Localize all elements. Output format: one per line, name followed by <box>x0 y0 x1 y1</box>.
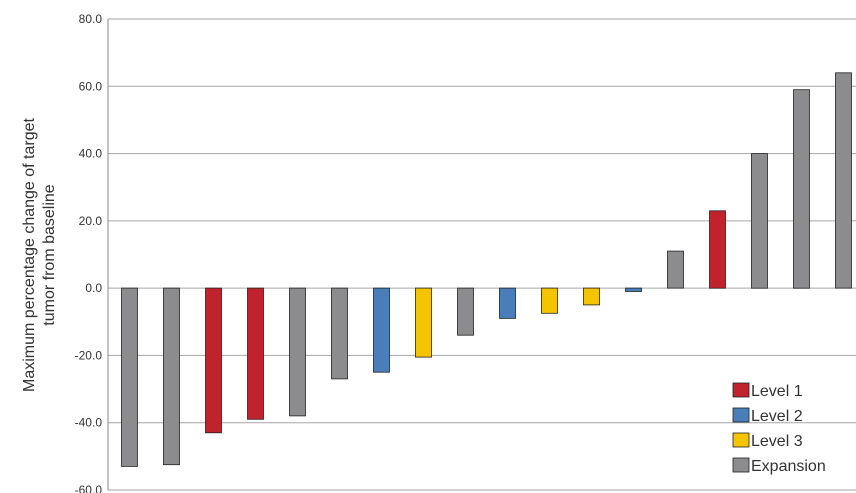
y-tick-label: -20.0 <box>75 348 103 362</box>
y-tick-label: 80.0 <box>79 12 103 26</box>
y-axis-title-line-2: tumor from baseline <box>41 184 58 325</box>
legend-label-level-3: Level 3 <box>751 433 803 450</box>
bar-expansion <box>331 287 348 380</box>
bar-level-2 <box>625 287 642 292</box>
legend-swatch-level-1 <box>732 382 750 398</box>
y-axis-title-line-1: Maximum percentage change of target <box>21 117 38 391</box>
grid-lines <box>108 18 856 491</box>
legend-item-expansion: Expansion <box>732 457 826 475</box>
bar-level-1 <box>709 210 726 289</box>
legend-label-level-1: Level 1 <box>751 383 803 400</box>
y-tick-label: -60.0 <box>75 483 103 493</box>
legend: Level 1 Level 2 Level 3 Expansion <box>732 382 826 475</box>
y-tick-label: -40.0 <box>75 416 103 430</box>
bar-expansion <box>835 72 852 289</box>
y-tick-label: 60.0 <box>79 79 103 93</box>
bar-expansion <box>793 89 810 289</box>
bar-level-1 <box>205 287 222 434</box>
bar-level-2 <box>373 287 390 373</box>
legend-item-level-1: Level 1 <box>732 382 803 400</box>
y-tick-label: 0.0 <box>85 281 102 295</box>
y-tick-label: 40.0 <box>79 147 103 161</box>
legend-item-level-2: Level 2 <box>732 407 803 425</box>
bar-expansion <box>121 287 138 467</box>
bar-level-1 <box>247 287 264 420</box>
bar-level-3 <box>583 287 600 306</box>
legend-swatch-level-2 <box>732 407 750 423</box>
bar-expansion <box>289 287 306 417</box>
y-axis-title: Maximum percentage change of target tumo… <box>21 117 58 391</box>
legend-swatch-expansion <box>732 457 750 473</box>
bar-level-2 <box>499 287 516 319</box>
y-tick-label: 20.0 <box>79 214 103 228</box>
bar-expansion <box>457 287 474 336</box>
bar-expansion <box>667 250 684 289</box>
legend-label-expansion: Expansion <box>751 458 826 475</box>
legend-swatch-level-3 <box>732 432 750 448</box>
bar-expansion <box>751 153 768 289</box>
bar-expansion <box>163 287 180 466</box>
bar-level-3 <box>541 287 558 314</box>
legend-label-level-2: Level 2 <box>751 408 803 425</box>
legend-item-level-3: Level 3 <box>732 432 803 450</box>
bars <box>121 72 852 467</box>
y-tick-labels: 80.0 60.0 40.0 20.0 0.0 -20.0 -40.0 -60.0 <box>75 12 103 493</box>
bar-level-3 <box>415 287 432 358</box>
